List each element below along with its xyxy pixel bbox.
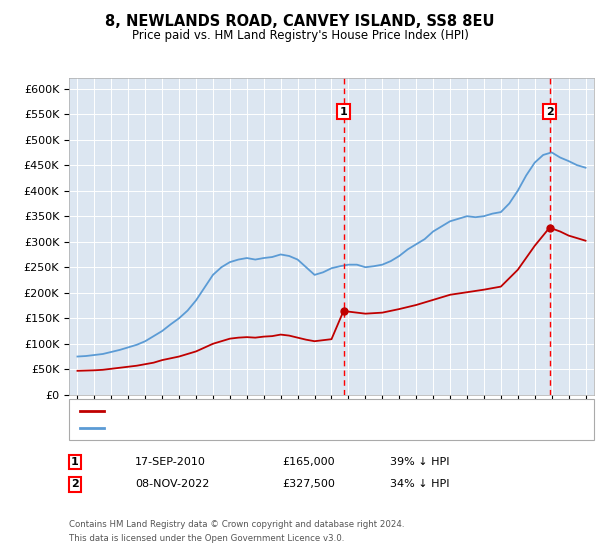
Text: HPI: Average price, detached house, Castle Point: HPI: Average price, detached house, Cast…: [110, 423, 377, 433]
Text: 39% ↓ HPI: 39% ↓ HPI: [390, 457, 449, 467]
Text: 8, NEWLANDS ROAD, CANVEY ISLAND, SS8 8EU: 8, NEWLANDS ROAD, CANVEY ISLAND, SS8 8EU: [105, 14, 495, 29]
Text: 8, NEWLANDS ROAD, CANVEY ISLAND, SS8 8EU (detached house): 8, NEWLANDS ROAD, CANVEY ISLAND, SS8 8EU…: [110, 405, 470, 416]
Text: 2: 2: [71, 479, 79, 489]
Text: Price paid vs. HM Land Registry's House Price Index (HPI): Price paid vs. HM Land Registry's House …: [131, 29, 469, 42]
Text: £327,500: £327,500: [282, 479, 335, 489]
Text: 2: 2: [545, 106, 553, 116]
Text: Contains HM Land Registry data © Crown copyright and database right 2024.: Contains HM Land Registry data © Crown c…: [69, 520, 404, 529]
Text: £165,000: £165,000: [282, 457, 335, 467]
Text: This data is licensed under the Open Government Licence v3.0.: This data is licensed under the Open Gov…: [69, 534, 344, 543]
Text: 1: 1: [71, 457, 79, 467]
Text: 08-NOV-2022: 08-NOV-2022: [135, 479, 209, 489]
Text: 17-SEP-2010: 17-SEP-2010: [135, 457, 206, 467]
Text: 1: 1: [340, 106, 347, 116]
Text: 34% ↓ HPI: 34% ↓ HPI: [390, 479, 449, 489]
